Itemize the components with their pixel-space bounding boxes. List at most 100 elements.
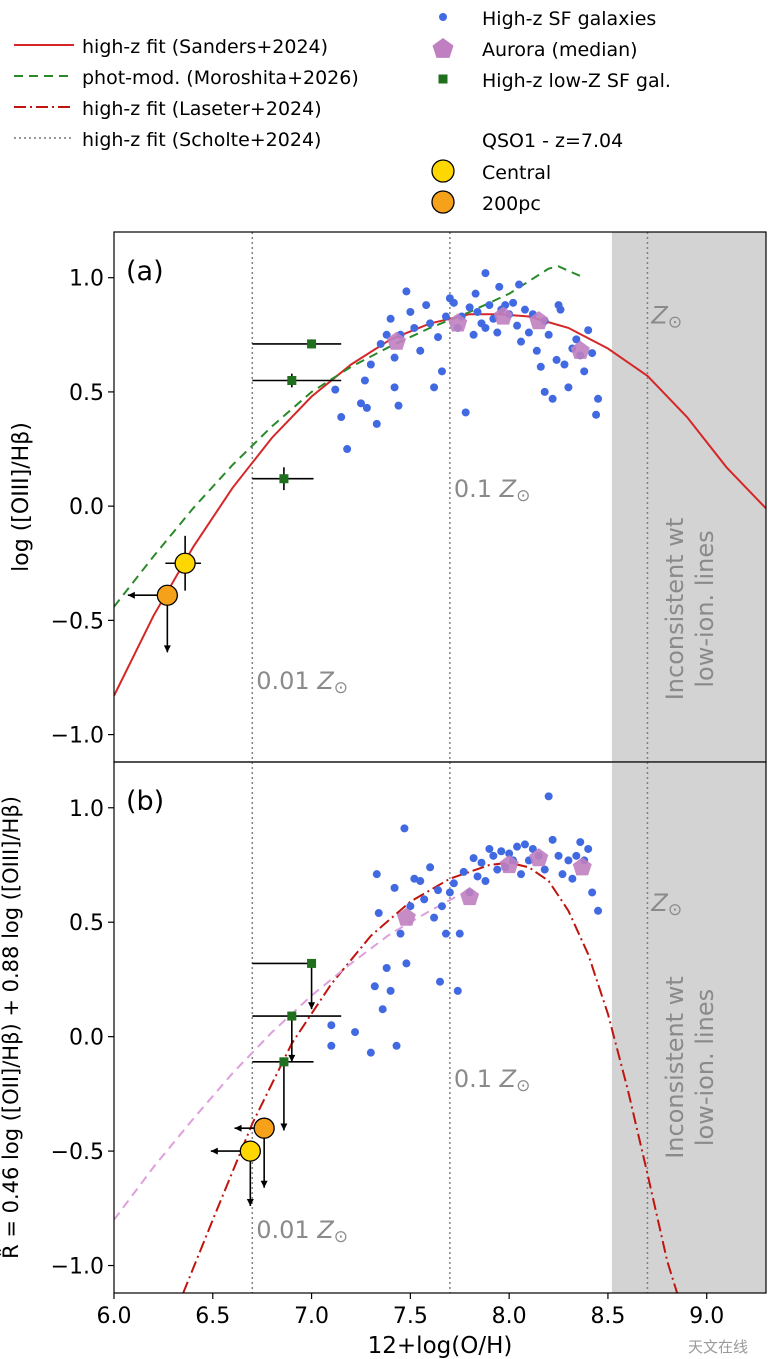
- sf-galaxy-point: [497, 847, 506, 856]
- sf-galaxy-point: [558, 870, 567, 879]
- y-axis-label: R̂ = 0.46 log ([OII]/Hβ) + 0.88 log ([OI…: [0, 796, 23, 1259]
- sf-galaxy-point: [455, 929, 464, 938]
- sf-galaxy-point: [477, 858, 486, 867]
- sf-galaxy-point: [437, 902, 446, 911]
- sf-galaxy-point: [495, 282, 504, 291]
- sf-galaxy-point: [576, 838, 585, 847]
- sf-galaxy-point: [554, 301, 563, 310]
- y-tick-label: −0.5: [51, 1140, 104, 1165]
- sf-galaxy-point: [481, 323, 490, 332]
- x-tick-label: 7.5: [393, 1304, 428, 1329]
- sf-galaxy-point: [493, 865, 502, 874]
- y-tick-label: 1.0: [69, 267, 104, 292]
- x-axis-label: 12+log(O/H): [368, 1333, 513, 1359]
- arrow-head: [127, 591, 135, 599]
- sf-galaxy-point: [564, 383, 573, 392]
- sf-galaxy-point: [588, 888, 597, 897]
- y-tick-label: 0.0: [69, 495, 104, 520]
- sf-galaxy-point: [505, 849, 514, 858]
- sf-galaxy-point: [430, 913, 439, 922]
- sf-galaxy-point: [441, 312, 450, 321]
- sf-galaxy-point: [536, 362, 545, 371]
- arrow-head: [234, 1124, 242, 1132]
- sf-galaxy-point: [410, 323, 419, 332]
- sf-galaxy-point: [517, 870, 526, 879]
- sf-galaxy-point: [469, 854, 478, 863]
- sf-galaxy-point: [461, 408, 470, 417]
- sf-galaxy-point: [568, 874, 577, 883]
- sf-galaxy-point: [592, 410, 601, 419]
- sf-galaxy-point: [515, 280, 524, 289]
- legend-qso-title: QSO1 - z=7.04: [482, 130, 623, 152]
- sf-galaxy-point: [390, 883, 399, 892]
- sf-galaxy-point: [513, 842, 522, 851]
- metallicity-label: Z⊙: [650, 889, 682, 920]
- sf-galaxy-point: [517, 337, 526, 346]
- aurora-point: [529, 848, 549, 867]
- sf-galaxy-point: [356, 399, 365, 408]
- arrow-head: [210, 1147, 218, 1155]
- legend-label: Aurora (median): [482, 39, 638, 61]
- sf-galaxy-point: [331, 385, 340, 394]
- sf-galaxy-point: [594, 906, 603, 915]
- panel-label: (b): [126, 786, 164, 817]
- sf-galaxy-point: [372, 419, 381, 428]
- x-tick-label: 8.0: [492, 1304, 527, 1329]
- x-tick-label: 6.5: [195, 1304, 230, 1329]
- sf-galaxy-point: [366, 360, 375, 369]
- sf-galaxy-point: [392, 1041, 401, 1050]
- sf-galaxy-point: [343, 445, 352, 454]
- sf-galaxy-point: [471, 289, 480, 298]
- qso-central-point: [174, 552, 196, 574]
- sf-galaxy-point: [378, 1005, 387, 1014]
- legend-marker-qso: [431, 159, 455, 183]
- arrow-head: [260, 1180, 268, 1188]
- sf-galaxy-point: [584, 326, 593, 335]
- sf-galaxy-point: [402, 287, 411, 296]
- shaded-region-label: Inconsistent wtlow-ion. lines: [661, 518, 719, 701]
- aurora-point: [529, 311, 549, 330]
- axes-frame: [113, 761, 767, 1294]
- x-tick-label: 8.5: [590, 1304, 625, 1329]
- arrow-head: [308, 1002, 316, 1010]
- sf-galaxy-point: [396, 929, 405, 938]
- sf-galaxy-point: [437, 367, 446, 376]
- y-tick-label: 0.0: [69, 1026, 104, 1051]
- sf-galaxy-point: [422, 301, 431, 310]
- sf-galaxy-point: [469, 330, 478, 339]
- sf-galaxy-point: [351, 1028, 360, 1037]
- y-tick-label: 1.0: [69, 797, 104, 822]
- sf-galaxy-point: [382, 963, 391, 972]
- sf-galaxy-point: [372, 870, 381, 879]
- low-z-galaxy-point: [307, 958, 317, 968]
- y-tick-label: −1.0: [51, 1255, 104, 1280]
- sf-galaxy-point: [449, 298, 458, 307]
- legend-label: high-z fit (Sanders+2024): [82, 36, 328, 58]
- sf-galaxy-point: [465, 303, 474, 312]
- sf-galaxy-point: [540, 865, 549, 874]
- sf-galaxy-point: [481, 877, 490, 886]
- sf-galaxy-point: [394, 401, 403, 410]
- metallicity-label: 0.1 Z⊙: [454, 475, 531, 506]
- aurora-point: [460, 887, 480, 906]
- metallicity-label: 0.1 Z⊙: [454, 1065, 531, 1096]
- sf-galaxy-point: [430, 383, 439, 392]
- sf-galaxy-point: [402, 959, 411, 968]
- sf-galaxy-point: [544, 792, 553, 801]
- sf-galaxy-point: [548, 835, 557, 844]
- x-tick-label: 7.0: [294, 1304, 329, 1329]
- sf-galaxy-point: [362, 403, 371, 412]
- low-z-galaxy-point: [279, 474, 289, 484]
- metallicity-label: 0.01 Z⊙: [256, 1216, 348, 1247]
- sf-galaxy-point: [552, 355, 561, 364]
- sf-galaxy-point: [485, 301, 494, 310]
- sf-galaxy-point: [584, 844, 593, 853]
- sf-galaxy-point: [554, 851, 563, 860]
- fit-curve: [114, 893, 461, 1221]
- legend-marker-square: [438, 74, 448, 84]
- metallicity-label: 0.01 Z⊙: [256, 667, 348, 698]
- panel-a: 0.01 Z⊙ 0.1 Z⊙ Z⊙ Inconsistent wtlow-ion. l…: [9, 231, 767, 763]
- y-axis-label: log ([OIII]/Hβ): [9, 422, 34, 572]
- watermark: 天文在线: [688, 1338, 748, 1356]
